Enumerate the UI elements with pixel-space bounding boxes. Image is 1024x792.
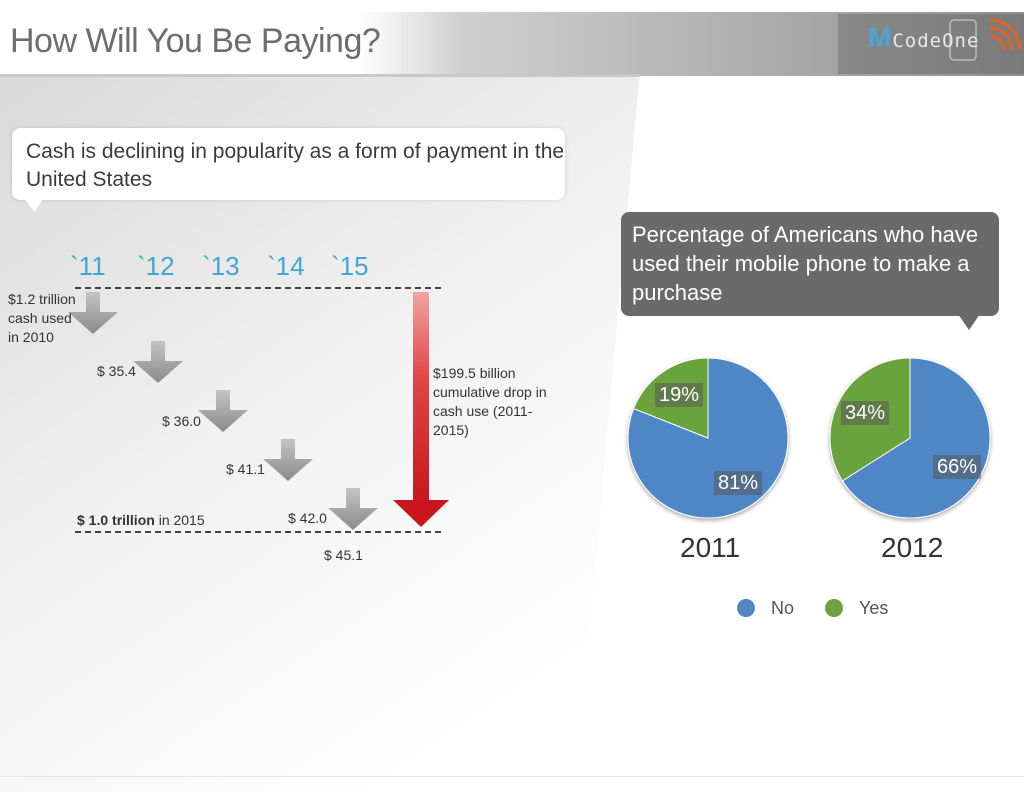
- year-label-2014: `14: [267, 251, 305, 281]
- phone-callout-text: Percentage of Americans who have used th…: [632, 222, 979, 305]
- total-drop-annotation: $199.5 billion cumulative drop in cash u…: [433, 365, 547, 438]
- drop-arrow-11: [68, 292, 118, 334]
- logo-rest: CodeOne: [892, 30, 980, 52]
- end-label-bold: $ 1.0 trillion: [77, 512, 155, 528]
- value-label-2012: $ 36.0: [162, 413, 201, 429]
- drop-arrow-13: [198, 390, 248, 432]
- value-label-2011: $ 35.4: [97, 363, 136, 379]
- legend-yes-label: Yes: [859, 598, 889, 618]
- cash-callout-text: Cash is declining in popularity as a for…: [26, 140, 565, 191]
- year-label-2015: `15: [331, 251, 369, 281]
- pie-2012: [829, 357, 991, 519]
- pie-2011-title: 2011: [680, 532, 741, 563]
- drop-arrow-14: [263, 439, 313, 481]
- value-label-2013: $ 41.1: [226, 461, 265, 477]
- logo-initial: M: [868, 22, 893, 53]
- legend-no-label: No: [771, 598, 795, 618]
- year-label-2012: `12: [137, 251, 175, 281]
- footer-divider: [0, 776, 1024, 777]
- year-label-2011: `11: [70, 251, 106, 281]
- pie-2011-yes-label: 19%: [655, 383, 704, 407]
- end-label: $ 1.0 trillion in 2015: [77, 511, 205, 530]
- legend-yes-swatch: [825, 599, 843, 617]
- cash-callout: [12, 128, 565, 200]
- pie-2011: [627, 357, 789, 519]
- value-label-2014: $ 42.0: [288, 510, 327, 526]
- phone-callout-tail: [958, 314, 980, 330]
- legend-no-swatch: [737, 599, 755, 617]
- end-label-rest: in 2015: [154, 512, 205, 528]
- pie-2012-no-label: 66%: [933, 455, 982, 479]
- page-title: How Will You Be Paying?: [10, 22, 381, 60]
- pie-2011-no-label: 81%: [714, 471, 763, 495]
- pie-2012-yes-label: 34%: [841, 401, 890, 425]
- value-label-2015: $ 45.1: [324, 547, 363, 563]
- drop-arrow-15: [328, 488, 378, 530]
- mcodeone-logo: [838, 14, 1024, 74]
- drop-arrow-12: [133, 341, 183, 383]
- start-label: $1.2 trillion cash used in 2010: [8, 291, 76, 345]
- logo-text: MCodeOne: [868, 22, 979, 54]
- total-drop-arrow: [393, 292, 449, 527]
- cash-callout-tail: [24, 198, 44, 212]
- pie-2012-title: 2012: [881, 532, 944, 563]
- year-label-2013: `13: [202, 251, 240, 281]
- phone-callout: [621, 212, 999, 316]
